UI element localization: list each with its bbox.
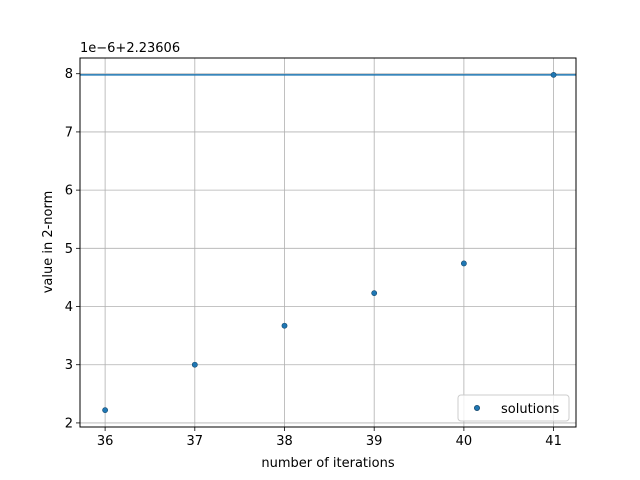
x-tick-label: 38 bbox=[276, 434, 293, 449]
y-tick-label: 4 bbox=[65, 300, 73, 315]
y-axis-label: value in 2-norm bbox=[41, 191, 56, 294]
y-axis-ticks: 2 3 4 5 6 7 8 bbox=[65, 67, 80, 431]
data-point bbox=[102, 407, 109, 414]
x-tick-label: 40 bbox=[456, 434, 473, 449]
x-axis-ticks: 36 37 38 39 40 41 bbox=[97, 427, 562, 449]
data-point bbox=[371, 290, 378, 297]
points-layer bbox=[102, 71, 557, 414]
y-offset-label: 1e−6+2.23606 bbox=[80, 41, 180, 56]
plot-frame bbox=[79, 57, 577, 428]
y-tick-label: 5 bbox=[65, 242, 73, 257]
x-tick-label: 37 bbox=[187, 434, 204, 449]
legend-label-solutions: solutions bbox=[501, 402, 559, 417]
y-tick-label: 7 bbox=[65, 125, 73, 140]
data-point bbox=[550, 71, 557, 78]
data-point bbox=[281, 322, 288, 329]
x-axis-label: number of iterations bbox=[261, 456, 394, 471]
y-tick-label: 6 bbox=[65, 184, 73, 199]
x-tick-label: 41 bbox=[545, 434, 562, 449]
legend-marker bbox=[473, 404, 480, 411]
data-point bbox=[191, 361, 198, 368]
legend-box bbox=[457, 394, 570, 422]
x-tick-label: 39 bbox=[366, 434, 383, 449]
legend: solutions bbox=[457, 394, 570, 422]
x-tick-label: 36 bbox=[97, 434, 114, 449]
y-tick-label: 2 bbox=[65, 416, 73, 431]
data-point bbox=[460, 260, 467, 267]
y-tick-label: 8 bbox=[65, 67, 73, 82]
y-tick-label: 3 bbox=[65, 358, 73, 373]
grid-layer bbox=[80, 58, 576, 427]
